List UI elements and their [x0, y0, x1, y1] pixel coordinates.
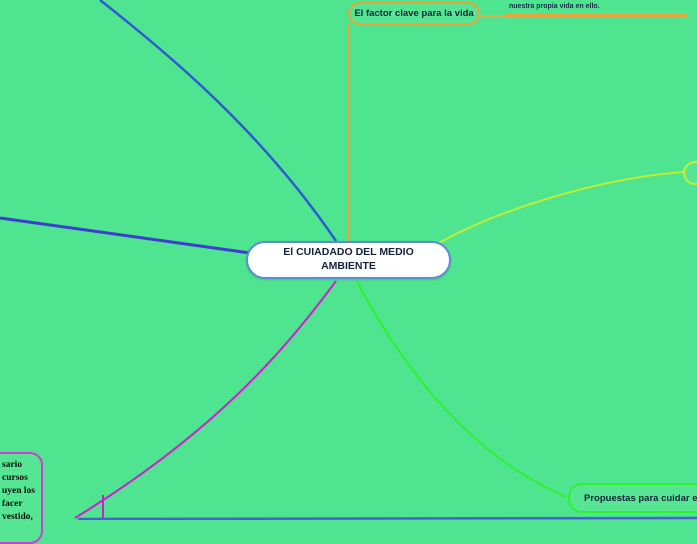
node-note-text[interactable]: nuestra propia vida en ello. [509, 3, 600, 10]
edge-bottom-left-magenta [74, 280, 337, 519]
node-factor-clave-label: El factor clave para la vida [354, 8, 474, 19]
node-propuestas[interactable]: Propuestas para cuidar el med [568, 483, 697, 513]
edge-left-indigo [0, 216, 251, 255]
node-right-clipped[interactable] [683, 161, 697, 185]
edge-bottom-blue [77, 516, 697, 520]
node-propuestas-label: Propuestas para cuidar el med [584, 493, 697, 504]
text-line: facer [2, 499, 23, 509]
edge-top-left-blue [99, 0, 338, 242]
edge-bottom-right-green [356, 280, 568, 498]
node-factor-clave[interactable]: El factor clave para la vida [348, 2, 480, 25]
node-bottom-left-text: sario cursos uyen los facer vestido, [2, 459, 35, 524]
node-central-topic[interactable]: El CUIADADO DEL MEDIO AMBIENTE [246, 241, 451, 279]
node-central-topic-label: El CUIADADO DEL MEDIO AMBIENTE [283, 246, 414, 272]
text-line: uyen los [2, 486, 35, 496]
text-line: cursos [2, 473, 28, 483]
note-connector-line [479, 15, 506, 17]
mindmap-edges [0, 0, 697, 520]
edge-right-yellow-green [431, 171, 685, 248]
text-line: vestido, [2, 512, 33, 522]
note-underline [505, 14, 687, 17]
text-line: sario [2, 460, 23, 470]
node-bottom-left-clipped[interactable]: sario cursos uyen los facer vestido, [0, 452, 43, 544]
